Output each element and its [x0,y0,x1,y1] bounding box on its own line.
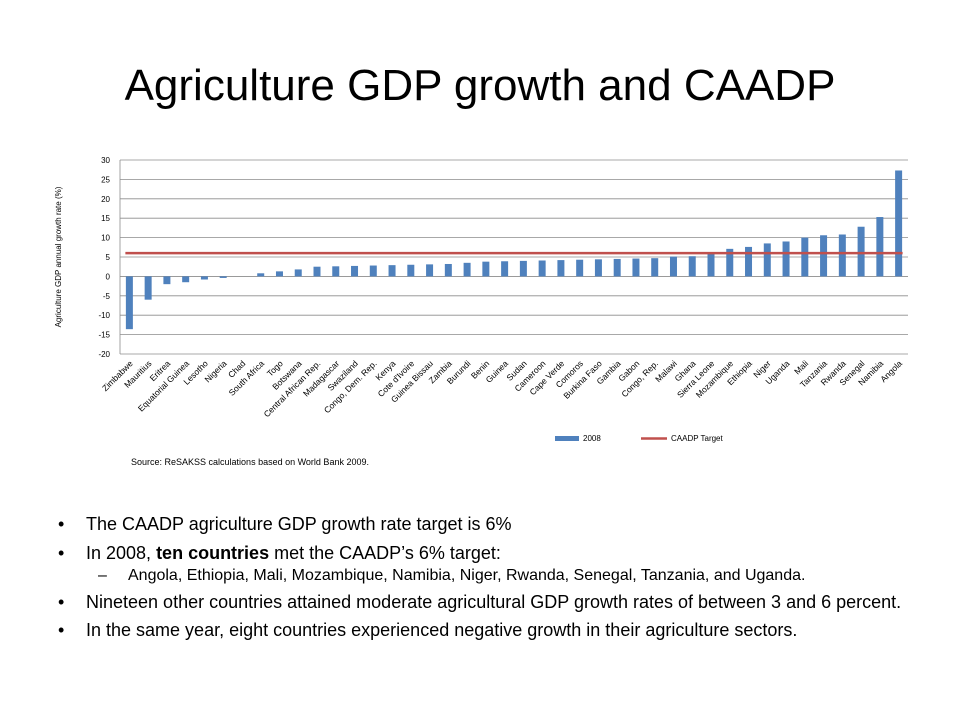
dash-icon: – [98,567,107,585]
bar [125,276,133,330]
bar [163,276,171,285]
bar [275,271,283,277]
slide-title: Agriculture GDP growth and CAADP [124,61,836,110]
bar [632,258,640,277]
bar [801,237,809,277]
bar [669,256,677,277]
chart-source: Source: ReSAKSS calculations based on Wo… [131,457,369,467]
y-tick-label: 5 [106,253,111,262]
legend-label-target: CAADP Target [671,434,724,443]
bullet-text-bold: ten countries [156,542,270,563]
bar [895,170,903,277]
bullet-icon: • [58,620,65,641]
legend-label-2008: 2008 [583,434,601,443]
bar [144,276,152,300]
bar [688,256,696,277]
y-tick-label: -15 [98,331,110,340]
bar [707,253,715,277]
bullet-text: The CAADP agriculture GDP growth rate ta… [86,514,512,534]
y-tick-label: 25 [101,175,110,184]
bar [351,265,359,277]
bullet-text: Nineteen other countries attained modera… [86,591,902,612]
bullet-item: • Nineteen other countries attained mode… [58,592,918,613]
bar [745,246,753,277]
bar [426,264,434,277]
bar [294,269,302,277]
y-tick-label: 15 [101,214,110,223]
bar [388,265,396,277]
bullet-list: • The CAADP agriculture GDP growth rate … [58,514,918,649]
bullet-icon: • [58,591,65,612]
bullet-text-after: met the CAADP’s 6% target: [269,542,501,563]
bar [820,235,828,277]
bar [557,260,565,277]
bullet-item: • In 2008, ten countries met the CAADP’s… [58,543,918,564]
bar [763,243,771,277]
y-tick-label: 10 [101,234,110,243]
bar [463,262,471,277]
bar [369,265,377,277]
bar [594,259,602,277]
legend: 2008 CAADP Target [555,434,724,443]
x-tick-label: Angola [878,358,904,384]
bullet-text: In the same year, eight countries experi… [86,620,798,641]
bar [726,248,734,277]
sub-bullet-item: – Angola, Ethiopia, Mali, Mozambique, Na… [58,567,918,585]
bar [257,273,265,277]
bar [651,258,659,277]
bar [782,241,790,277]
bullet-text: In 2008, ten countries met the CAADP’s 6… [86,543,501,563]
bullet-item: • In the same year, eight countries expe… [58,620,918,641]
bar [444,263,452,277]
bar [200,276,208,280]
y-tick-label: 0 [106,272,111,281]
y-tick-label: 30 [101,156,110,165]
bar [219,276,227,278]
bar [576,259,584,277]
y-tick-label: 20 [101,195,110,204]
y-tick-label: -10 [98,311,110,320]
bar [519,260,527,277]
bar [482,261,490,277]
bullet-icon: • [58,542,65,563]
bar [501,261,509,277]
bullet-text-before: In 2008, [86,542,157,563]
y-tick-label: -20 [98,350,110,359]
sub-bullet-text: Angola, Ethiopia, Mali, Mozambique, Nami… [128,567,806,585]
bar [857,226,865,277]
y-tick-label: -5 [103,292,111,301]
bar [332,266,340,277]
bar [838,234,846,277]
bar-chart: 30 25 20 15 10 5 0 -5 -10 -15 -20 Agriculture GDP a… [54,156,908,467]
bar [407,264,415,277]
bar [538,260,546,277]
bar [613,258,621,277]
bar [182,276,190,283]
y-axis-label: Agriculture GDP annual growth rate (%) [54,186,63,327]
bullet-icon: • [58,514,65,534]
legend-swatch-2008 [555,436,579,441]
bar [313,266,321,277]
bullet-item: • The CAADP agriculture GDP growth rate … [58,514,918,535]
bar [876,217,884,277]
